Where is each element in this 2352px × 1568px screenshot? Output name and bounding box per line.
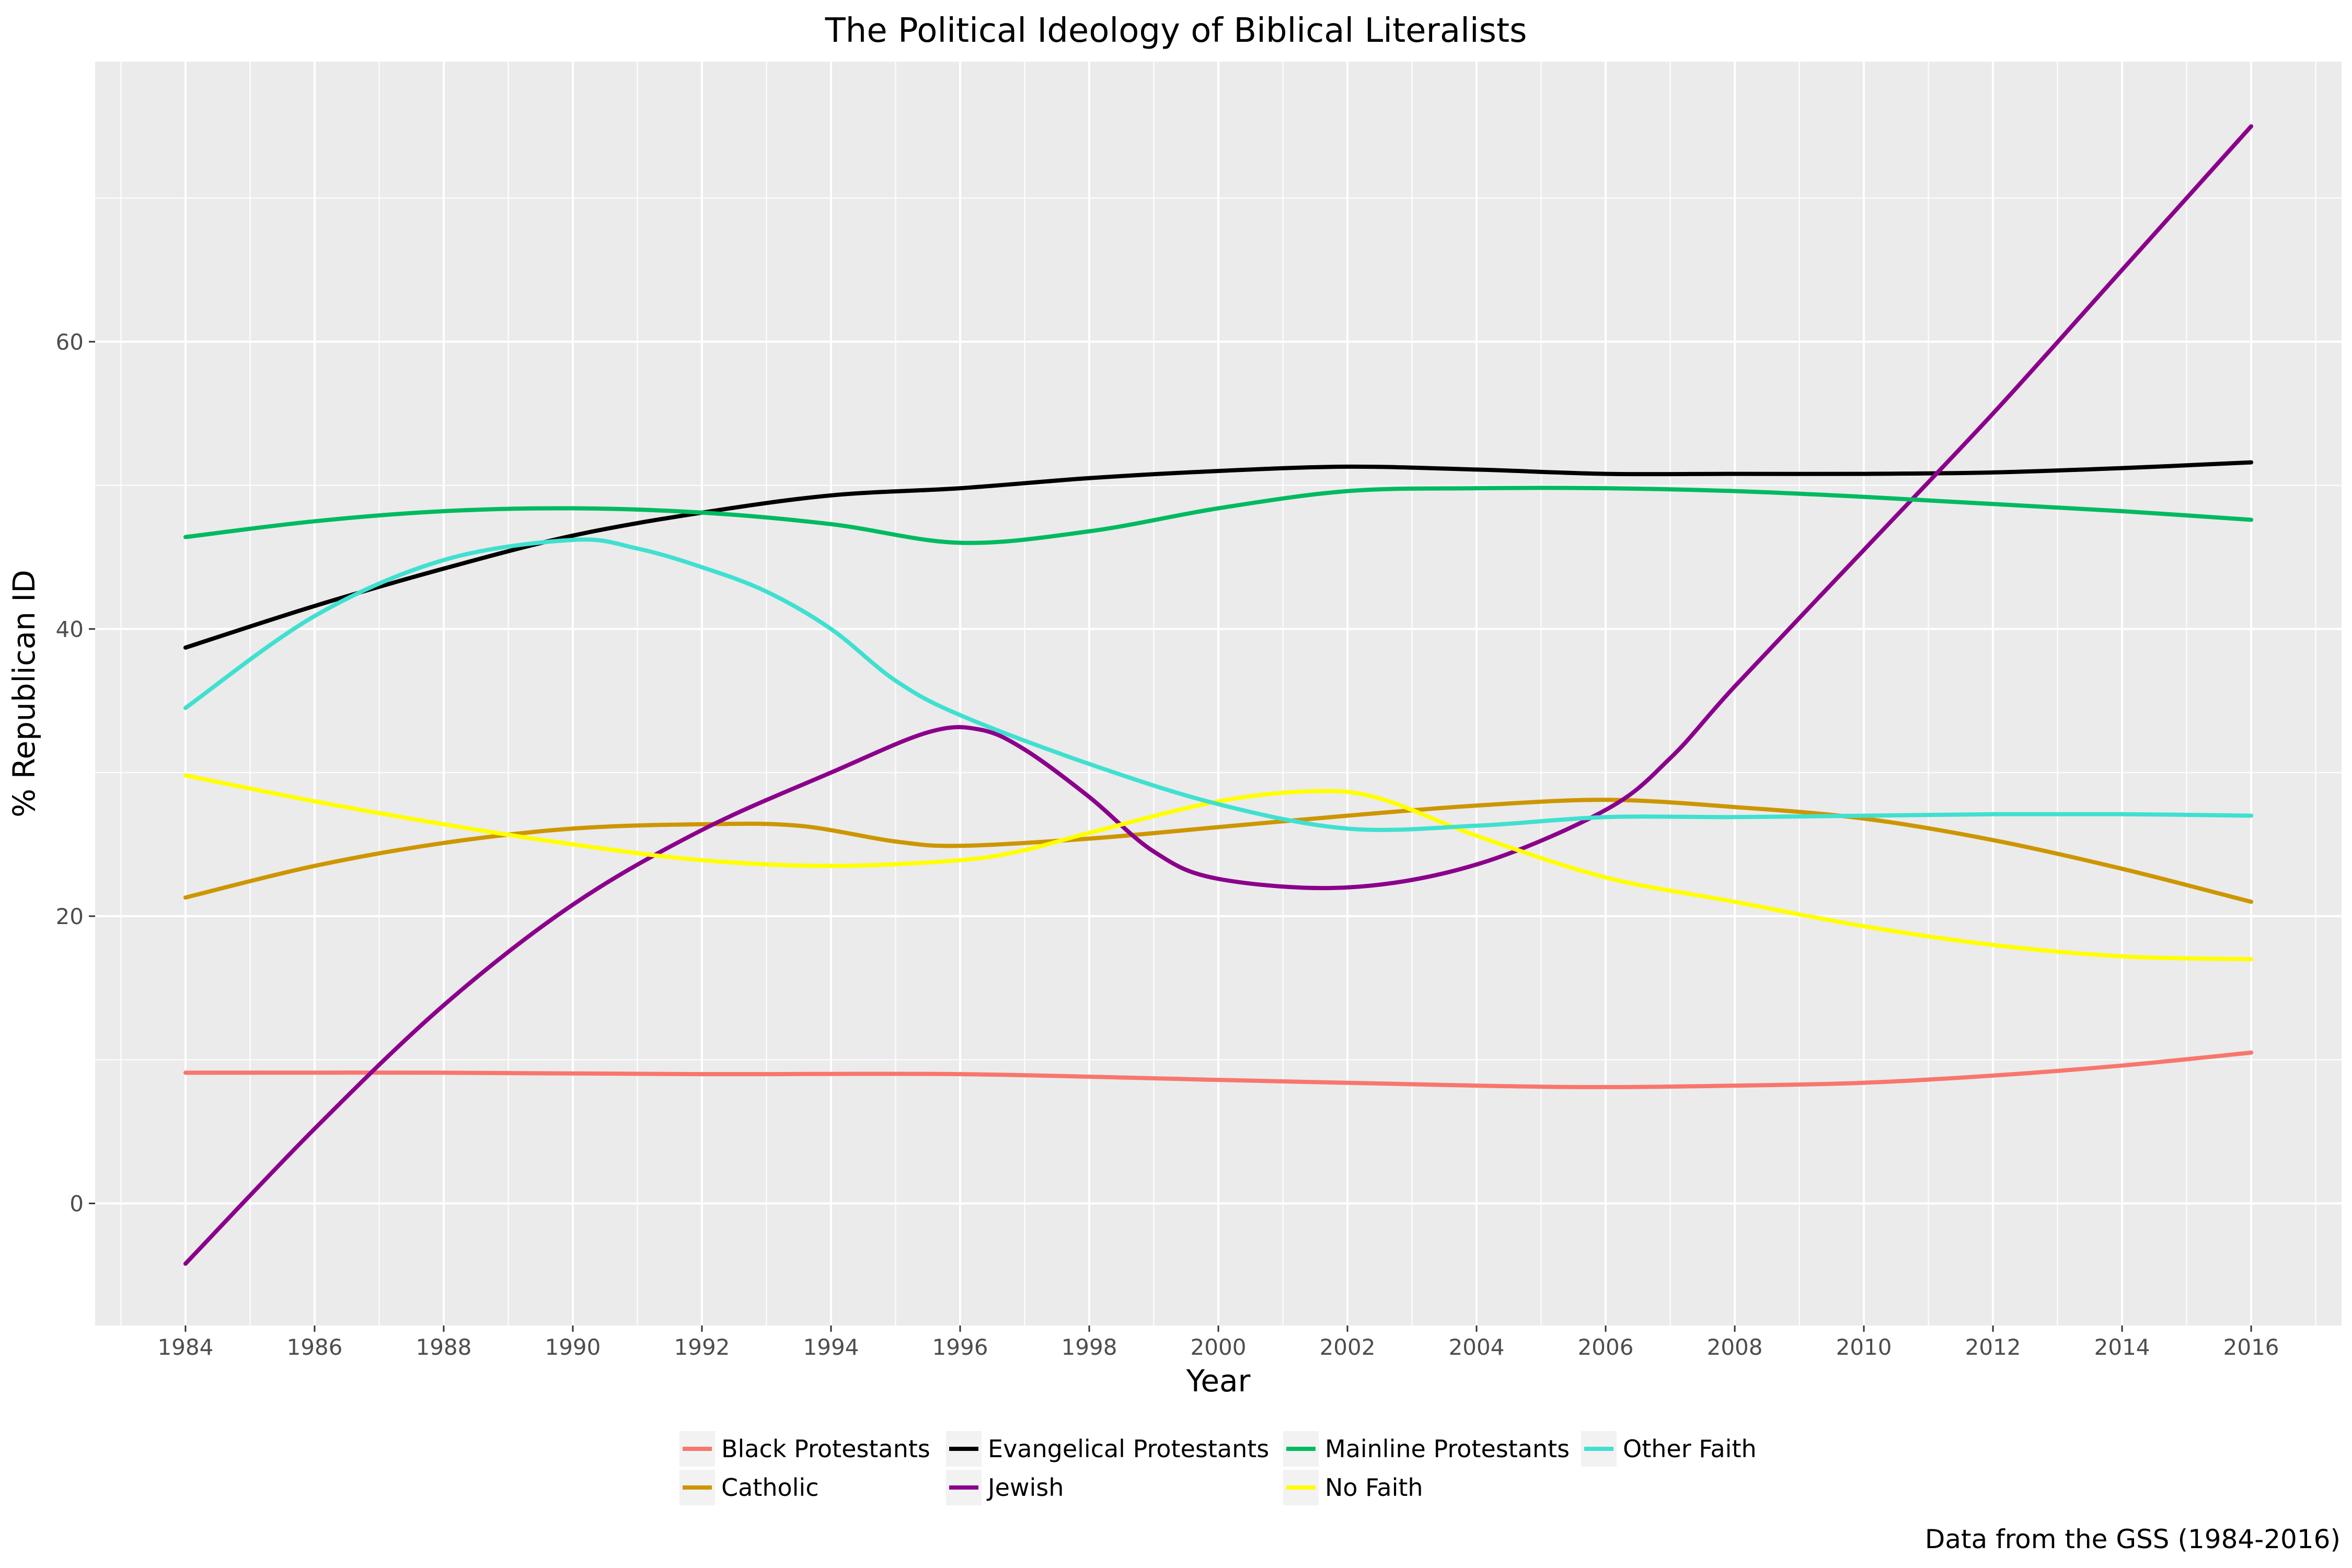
legend-item-evangelical-protestants: Evangelical Protestants xyxy=(946,1431,1269,1467)
series-line-jewish xyxy=(183,124,2254,1266)
y-axis-title: % Republican ID xyxy=(6,570,42,817)
series-line-no-faith xyxy=(183,773,2254,962)
x-tick-label: 2002 xyxy=(1320,1334,1376,1360)
x-tick-label: 1984 xyxy=(157,1334,213,1360)
legend-label: Mainline Protestants xyxy=(1325,1435,1570,1463)
x-axis-title: Year xyxy=(1186,1363,1251,1399)
x-tick-label: 2000 xyxy=(1191,1334,1247,1360)
x-tick-label: 1992 xyxy=(674,1334,730,1360)
x-tick-label: 2016 xyxy=(2223,1334,2279,1360)
series-line-evangelical-protestants xyxy=(183,460,2254,650)
legend-label: Black Protestants xyxy=(721,1435,930,1463)
y-tick-label: 20 xyxy=(56,904,84,929)
legend-label: Other Faith xyxy=(1623,1435,1757,1463)
x-tick-label: 1998 xyxy=(1062,1334,1117,1360)
series-line-other-faith xyxy=(183,537,2254,832)
x-tick-label: 1996 xyxy=(932,1334,988,1360)
series-line-black-protestants xyxy=(183,1050,2254,1089)
x-axis: 1984 1986 1988 1990 1992 1994 1996 1998 2000 2002… xyxy=(157,1325,2279,1360)
legend-label: Jewish xyxy=(986,1473,1064,1502)
y-tick-label: 40 xyxy=(56,616,84,642)
y-axis: 0 20 40 60 xyxy=(56,329,95,1216)
legend: Black Protestants Catholic Evangelical Pro… xyxy=(679,1431,1757,1505)
legend-item-catholic: Catholic xyxy=(679,1470,819,1505)
legend-label: Evangelical Protestants xyxy=(988,1435,1269,1463)
x-tick-label: 2008 xyxy=(1707,1334,1763,1360)
caption: Data from the GSS (1984-2016) xyxy=(1925,1524,2341,1554)
chart-title: The Political Ideology of Biblical Liter… xyxy=(825,11,1527,50)
x-tick-label: 1994 xyxy=(803,1334,859,1360)
series-lines xyxy=(183,124,2254,1266)
y-tick-label: 0 xyxy=(70,1191,84,1216)
legend-item-no-faith: No Faith xyxy=(1283,1470,1423,1505)
x-tick-label: 2014 xyxy=(2094,1334,2150,1360)
x-tick-label: 2010 xyxy=(1836,1334,1892,1360)
x-tick-label: 1986 xyxy=(286,1334,342,1360)
legend-item-mainline-protestants: Mainline Protestants xyxy=(1283,1431,1570,1467)
series-line-mainline-protestants xyxy=(183,486,2254,545)
x-tick-label: 1990 xyxy=(545,1334,601,1360)
series-line-catholic xyxy=(183,798,2254,904)
x-tick-label: 2006 xyxy=(1578,1334,1634,1360)
legend-item-other-faith: Other Faith xyxy=(1581,1431,1757,1467)
legend-label: Catholic xyxy=(721,1473,819,1502)
x-tick-label: 1988 xyxy=(416,1334,471,1360)
major-gridlines xyxy=(95,62,2342,1325)
legend-label: No Faith xyxy=(1325,1473,1423,1502)
y-tick-label: 60 xyxy=(56,329,84,355)
legend-item-black-protestants: Black Protestants xyxy=(679,1431,930,1467)
legend-item-jewish: Jewish xyxy=(946,1470,1064,1505)
x-tick-label: 2012 xyxy=(1965,1334,2021,1360)
x-tick-label: 2004 xyxy=(1449,1334,1505,1360)
